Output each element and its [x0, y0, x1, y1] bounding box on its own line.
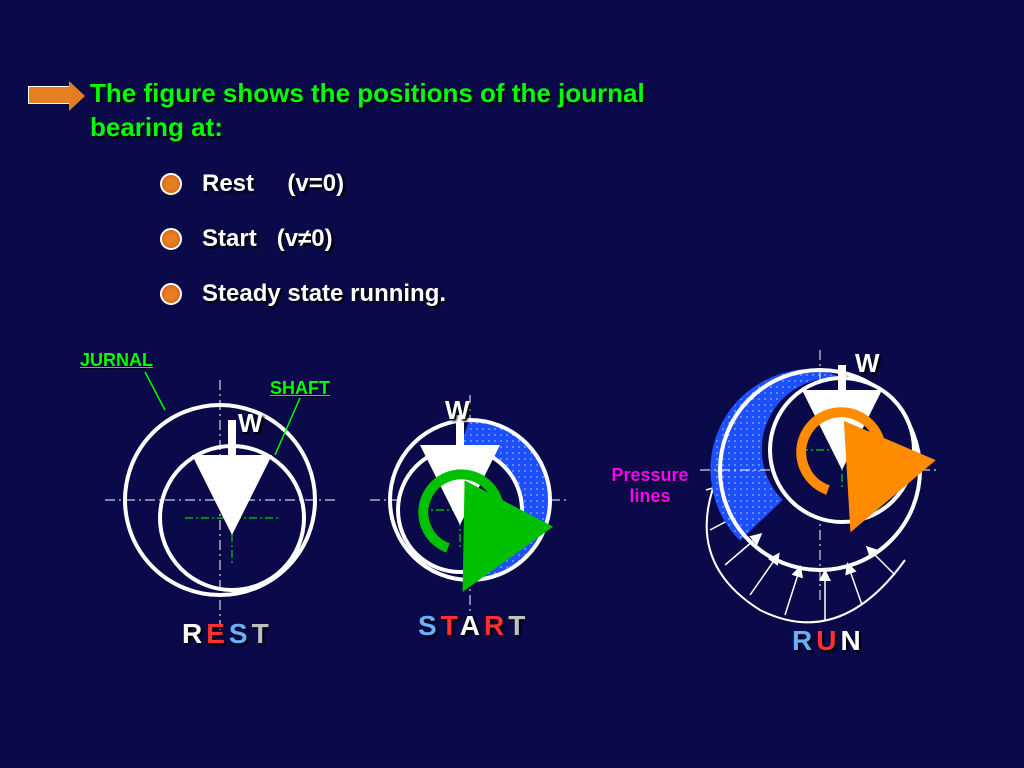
bearing-diagram — [0, 0, 1024, 768]
diagram-run — [700, 350, 940, 622]
state-start: START — [418, 610, 529, 642]
state-run: RUN — [792, 625, 865, 657]
w-label-start: W — [445, 395, 470, 426]
diagram-rest — [105, 372, 335, 630]
w-label-rest: W — [238, 408, 263, 439]
diagram-start — [370, 395, 570, 615]
w-label-run: W — [855, 348, 880, 379]
state-rest: REST — [182, 618, 273, 650]
